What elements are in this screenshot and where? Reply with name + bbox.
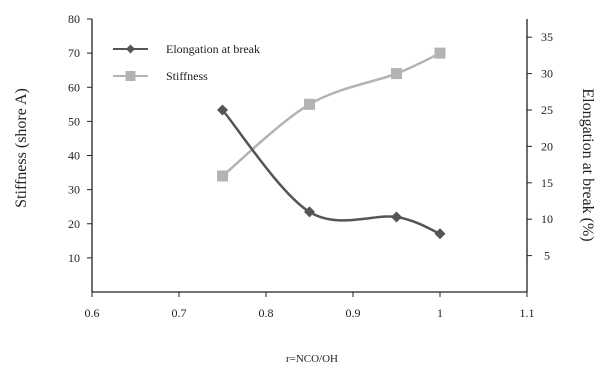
x-tick-label: 0.9 bbox=[346, 306, 361, 320]
series-line-elongation bbox=[221, 109, 441, 235]
legend: Elongation at break Stiffness bbox=[113, 42, 260, 83]
y-axis-right-title: Elongation at break (%) bbox=[579, 88, 596, 241]
legend-elongation-label: Elongation at break bbox=[166, 42, 260, 56]
plot-frame bbox=[91, 19, 528, 293]
left-tick-labels: 10 20 30 40 50 60 70 80 bbox=[68, 12, 92, 265]
left-tick-label: 30 bbox=[68, 183, 80, 197]
left-tick-label: 80 bbox=[68, 12, 80, 26]
legend-stiffness-label: Stiffness bbox=[166, 69, 208, 83]
data-point-stiffness bbox=[434, 47, 446, 59]
series-layer bbox=[217, 47, 446, 240]
right-tick-label: 15 bbox=[541, 176, 553, 190]
left-tick-label: 50 bbox=[68, 114, 80, 128]
left-tick-label: 70 bbox=[68, 46, 80, 60]
right-tick-label: 25 bbox=[541, 103, 553, 117]
left-tick-label: 40 bbox=[68, 149, 80, 163]
legend-stiffness-marker bbox=[125, 71, 136, 81]
left-tick-label: 20 bbox=[68, 217, 80, 231]
data-point-stiffness bbox=[217, 170, 228, 182]
right-tick-label: 10 bbox=[541, 212, 553, 226]
series-line-stiffness bbox=[221, 51, 441, 177]
x-tick-label: 1.1 bbox=[520, 306, 535, 320]
data-point-elongation bbox=[391, 211, 402, 223]
right-tick-labels: 5 10 15 20 25 30 35 bbox=[527, 30, 553, 263]
left-tick-label: 10 bbox=[68, 251, 80, 265]
data-point-elongation bbox=[434, 228, 446, 240]
right-tick-label: 20 bbox=[541, 139, 553, 153]
data-point-elongation bbox=[217, 104, 228, 116]
left-tick-label: 60 bbox=[68, 80, 80, 94]
right-tick-label: 30 bbox=[541, 67, 553, 81]
right-tick-label: 5 bbox=[544, 249, 550, 263]
y-axis-left-title: Stiffness (shore A) bbox=[13, 88, 30, 208]
data-point-stiffness bbox=[391, 68, 402, 80]
data-point-stiffness bbox=[304, 98, 315, 110]
x-tick-labels: 0.6 0.7 0.8 0.9 1 1.1 bbox=[85, 292, 535, 320]
x-tick-label: 0.7 bbox=[172, 306, 187, 320]
data-point-elongation bbox=[304, 206, 315, 218]
x-tick-label: 0.8 bbox=[259, 306, 274, 320]
legend-elongation-marker bbox=[126, 44, 135, 54]
right-tick-label: 35 bbox=[541, 30, 553, 44]
x-tick-label: 1 bbox=[437, 306, 443, 320]
x-axis-title: r=NCO/OH bbox=[286, 353, 338, 365]
x-tick-label: 0.6 bbox=[85, 306, 100, 320]
